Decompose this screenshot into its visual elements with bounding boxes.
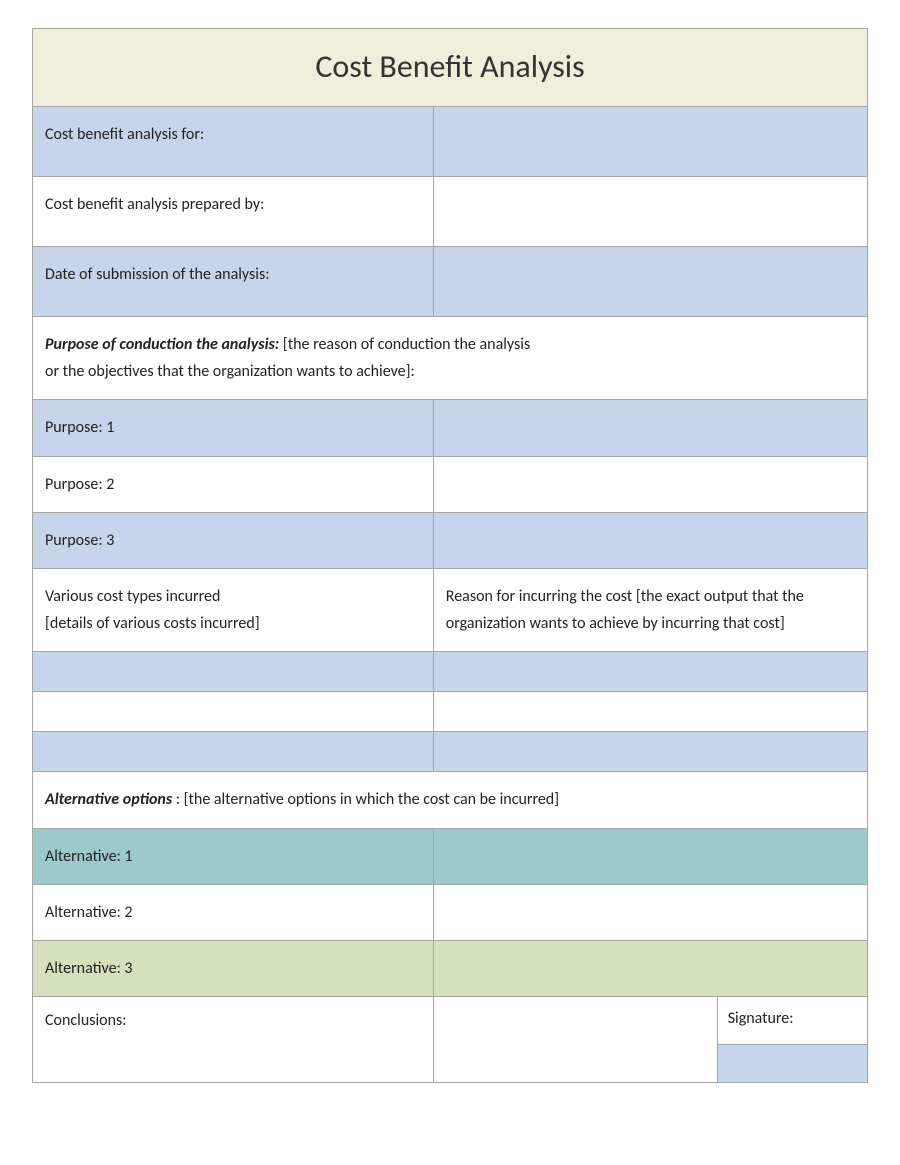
alt1-label-cell: Alternative: 1 xyxy=(33,828,434,884)
alt-section-cell: Alternative options : [the alternative o… xyxy=(33,772,868,828)
title-cell: Cost Benefit Analysis xyxy=(33,29,868,107)
conclusions-value-cell[interactable] xyxy=(433,997,717,1083)
cost-row3-right[interactable] xyxy=(433,732,867,772)
cost-right-l2: organization wants to achieve by incurri… xyxy=(446,614,785,633)
purpose3-label: Purpose: 3 xyxy=(33,513,433,568)
purpose2-value-cell[interactable] xyxy=(433,456,867,512)
page: Cost Benefit Analysis Cost benefit analy… xyxy=(0,0,900,1111)
signature-field-cell[interactable] xyxy=(717,1045,867,1083)
hdr-date-value xyxy=(434,247,867,275)
cost-left-header: Various cost types incurred [details of … xyxy=(33,569,433,651)
alt3-label-cell: Alternative: 3 xyxy=(33,940,434,996)
hdr-for-value xyxy=(434,107,867,135)
purpose1-label-cell: Purpose: 1 xyxy=(33,400,434,456)
hdr-date-value-cell[interactable] xyxy=(433,247,867,317)
hdr-for-value-cell[interactable] xyxy=(433,107,867,177)
form-table: Cost Benefit Analysis Cost benefit analy… xyxy=(32,28,868,1083)
hdr-date-label: Date of submission of the analysis: xyxy=(33,247,433,302)
title-text: Cost Benefit Analysis xyxy=(33,29,867,106)
purpose3-label-cell: Purpose: 3 xyxy=(33,512,434,568)
purpose2-label-cell: Purpose: 2 xyxy=(33,456,434,512)
conclusions-label: Conclusions: xyxy=(33,997,433,1048)
hdr-by-label: Cost benefit analysis prepared by: xyxy=(33,177,433,232)
alt-rest: : [the alternative options in which the … xyxy=(172,790,559,809)
alt2-label: Alternative: 2 xyxy=(33,885,433,940)
alt2-value-cell[interactable] xyxy=(433,884,867,940)
alt-section-text: Alternative options : [the alternative o… xyxy=(33,772,867,827)
cost-right-header: Reason for incurring the cost [the exact… xyxy=(434,569,867,651)
cost-row1-right[interactable] xyxy=(433,652,867,692)
alt3-label: Alternative: 3 xyxy=(33,941,433,996)
alt-lead: Alternative options xyxy=(45,790,172,809)
cost-row1-left[interactable] xyxy=(33,652,434,692)
hdr-by-value xyxy=(434,177,867,205)
cost-left-l2: [details of various costs incurred] xyxy=(45,614,260,633)
cost-right-header-cell: Reason for incurring the cost [the exact… xyxy=(433,568,867,651)
purpose-rest1: [the reason of conduction the analysis xyxy=(279,335,530,354)
purpose-section-text: Purpose of conduction the analysis: [the… xyxy=(33,317,867,399)
hdr-by-label-cell: Cost benefit analysis prepared by: xyxy=(33,177,434,247)
purpose1-label: Purpose: 1 xyxy=(33,400,433,455)
alt1-value-cell[interactable] xyxy=(433,828,867,884)
cost-right-l1: Reason for incurring the cost [the exact… xyxy=(446,587,804,606)
cost-row3-left[interactable] xyxy=(33,732,434,772)
cost-row2-left[interactable] xyxy=(33,692,434,732)
purpose-section-cell: Purpose of conduction the analysis: [the… xyxy=(33,317,868,400)
hdr-for-label-cell: Cost benefit analysis for: xyxy=(33,107,434,177)
alt2-label-cell: Alternative: 2 xyxy=(33,884,434,940)
alt1-label: Alternative: 1 xyxy=(33,829,433,884)
signature-label-cell: Signature: xyxy=(717,997,867,1045)
hdr-by-value-cell[interactable] xyxy=(433,177,867,247)
conclusions-label-cell: Conclusions: xyxy=(33,997,434,1083)
purpose2-label: Purpose: 2 xyxy=(33,457,433,512)
cost-left-l1: Various cost types incurred xyxy=(45,587,220,606)
alt3-value-cell[interactable] xyxy=(433,940,867,996)
purpose-line2: or the objectives that the organization … xyxy=(45,362,415,381)
purpose-lead: Purpose of conduction the analysis: xyxy=(45,335,279,354)
cost-row2-right[interactable] xyxy=(433,692,867,732)
purpose3-value-cell[interactable] xyxy=(433,512,867,568)
hdr-date-label-cell: Date of submission of the analysis: xyxy=(33,247,434,317)
hdr-for-label: Cost benefit analysis for: xyxy=(33,107,433,162)
cost-left-header-cell: Various cost types incurred [details of … xyxy=(33,568,434,651)
signature-label: Signature: xyxy=(718,997,867,1040)
purpose1-value-cell[interactable] xyxy=(433,400,867,456)
